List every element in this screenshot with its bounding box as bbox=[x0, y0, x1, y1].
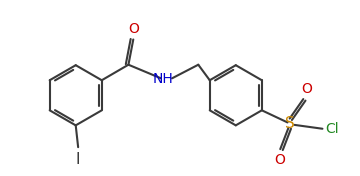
Text: Cl: Cl bbox=[325, 122, 338, 136]
Text: O: O bbox=[274, 153, 285, 168]
Text: I: I bbox=[76, 152, 80, 167]
Text: O: O bbox=[301, 82, 312, 96]
Text: S: S bbox=[285, 116, 295, 131]
Text: NH: NH bbox=[153, 72, 174, 86]
Text: O: O bbox=[128, 22, 139, 36]
